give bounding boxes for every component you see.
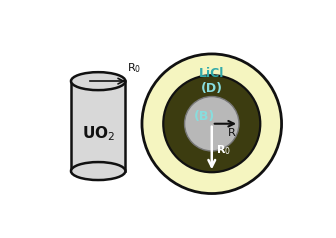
Ellipse shape bbox=[71, 72, 125, 90]
Text: (B): (B) bbox=[194, 110, 216, 124]
Text: R: R bbox=[228, 128, 236, 138]
Text: R$_0$: R$_0$ bbox=[216, 144, 231, 157]
Circle shape bbox=[163, 75, 260, 172]
FancyBboxPatch shape bbox=[71, 81, 125, 171]
Text: (D): (D) bbox=[201, 82, 223, 95]
Circle shape bbox=[142, 54, 282, 193]
Text: LiCl: LiCl bbox=[199, 67, 224, 80]
Text: UO$_2$: UO$_2$ bbox=[82, 124, 115, 143]
Ellipse shape bbox=[71, 162, 125, 180]
Text: R$_0$: R$_0$ bbox=[127, 61, 141, 75]
Circle shape bbox=[184, 97, 239, 151]
